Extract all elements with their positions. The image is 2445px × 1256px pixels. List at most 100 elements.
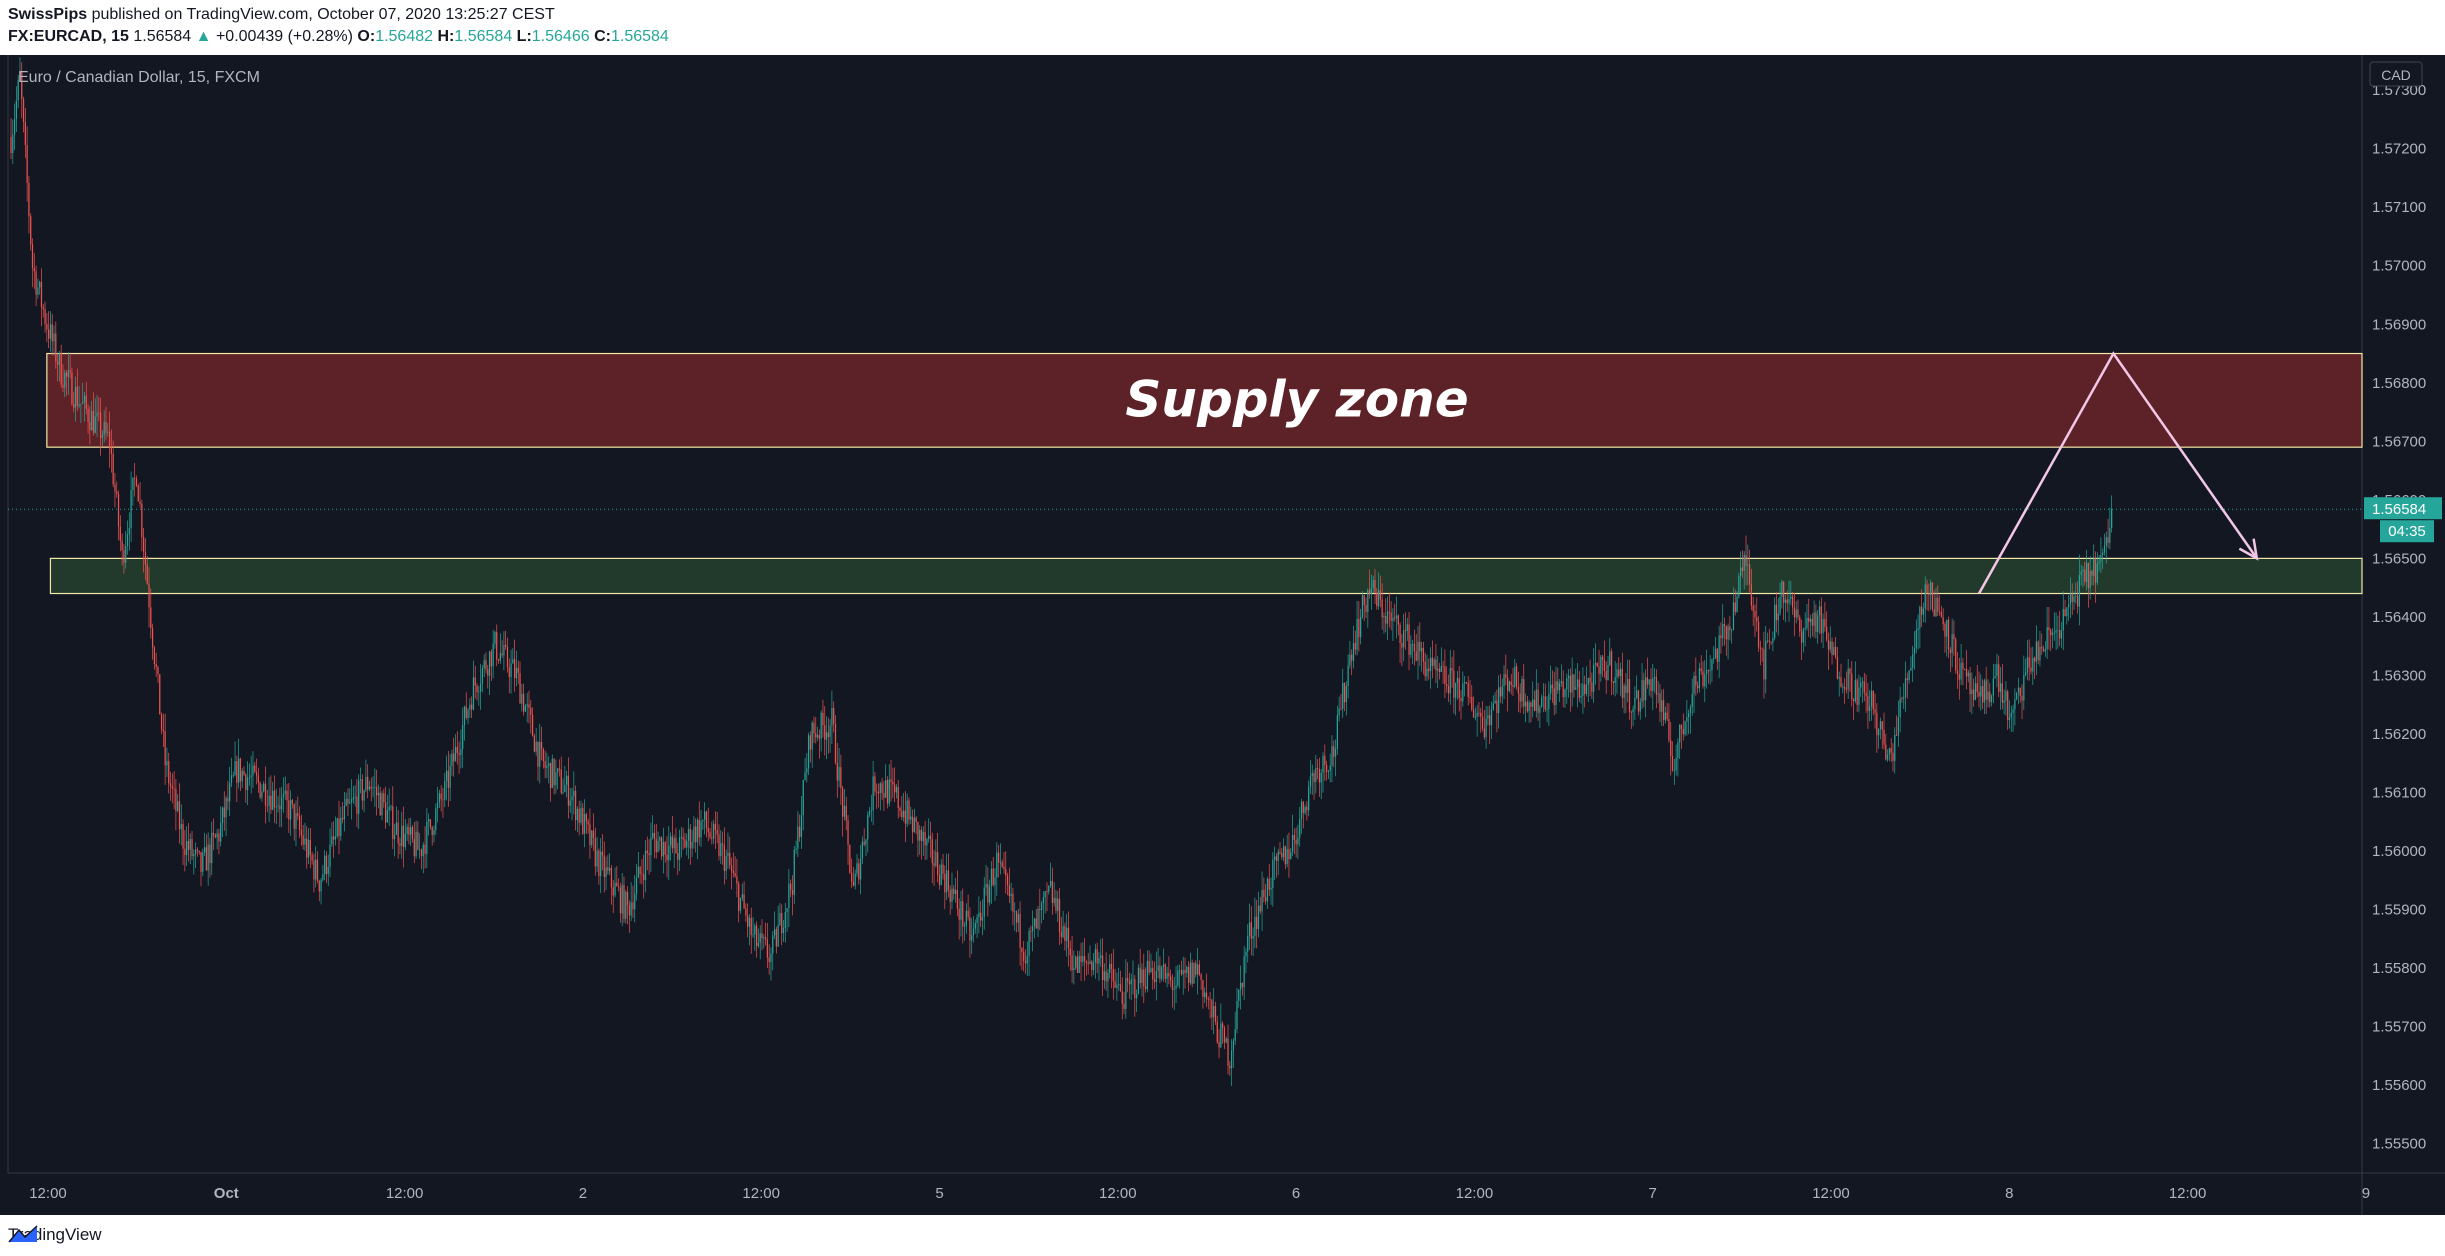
time-tick-label: 12:00 <box>1812 1185 1850 1202</box>
candle <box>659 837 661 842</box>
candle <box>1456 678 1459 684</box>
candle <box>2008 717 2011 720</box>
candle <box>716 830 718 835</box>
candle <box>1922 608 1925 615</box>
candle <box>1406 624 1408 631</box>
candle <box>1195 963 1197 975</box>
candle <box>1476 712 1478 717</box>
candle <box>1774 604 1776 639</box>
candle <box>341 817 344 820</box>
candle <box>1548 693 1550 710</box>
candle <box>1795 609 1797 618</box>
candle <box>2042 648 2045 652</box>
candle <box>2082 569 2084 572</box>
candle <box>743 894 745 909</box>
candle <box>108 431 111 448</box>
candle <box>990 868 993 887</box>
candle <box>942 864 944 874</box>
candle <box>899 807 901 811</box>
candle <box>583 814 586 834</box>
candle <box>1010 893 1012 897</box>
candle <box>2037 641 2039 661</box>
candle <box>1680 724 1683 729</box>
candle <box>1759 647 1761 649</box>
candle <box>669 836 672 846</box>
candle <box>1799 617 1801 632</box>
candle <box>920 829 923 842</box>
tradingview-brand[interactable]: TradingView <box>8 1225 102 1245</box>
candle <box>17 79 19 101</box>
candle <box>370 786 372 789</box>
candle <box>2062 609 2064 631</box>
candle <box>833 707 835 724</box>
candle <box>1679 724 1681 743</box>
candle <box>1275 856 1278 861</box>
candle <box>1575 687 1577 690</box>
candle <box>635 877 638 894</box>
candle <box>35 271 37 295</box>
candle <box>1876 712 1878 736</box>
candle <box>858 863 860 880</box>
publisher-name[interactable]: SwissPips <box>8 6 88 23</box>
candle <box>1485 718 1487 738</box>
price-axis[interactable]: 1.573001.572001.571001.570001.569001.568… <box>2364 82 2442 1153</box>
candle <box>770 953 772 963</box>
chart-area[interactable]: Supply zone 1.57300 1.57200 1.57100 1.57000… <box>0 55 2445 1215</box>
candle <box>207 844 209 871</box>
candle <box>913 817 915 833</box>
candle <box>363 790 365 801</box>
support-zone[interactable] <box>49 557 2363 595</box>
candle <box>1329 765 1331 771</box>
projection-path[interactable] <box>1977 351 2258 595</box>
candle <box>1714 648 1717 658</box>
candle <box>1937 597 1939 612</box>
candle <box>379 792 381 816</box>
candle <box>150 607 152 629</box>
candle <box>1867 695 1869 711</box>
candlestick-chart[interactable]: Supply zone 1.573001.572001.571001.57000… <box>0 55 2445 1215</box>
supply-zone[interactable] <box>46 352 2363 448</box>
candle <box>1214 1006 1217 1022</box>
candle <box>1496 700 1498 713</box>
candle <box>619 887 622 914</box>
candle <box>406 826 408 834</box>
candle <box>494 632 496 644</box>
candle <box>96 412 98 417</box>
high-value: 1.56584 <box>454 28 513 45</box>
supply-zone-label: Supply zone <box>1125 370 1468 428</box>
candle <box>1809 618 1812 622</box>
candle <box>1170 976 1172 981</box>
candle <box>198 850 200 853</box>
candle <box>666 854 668 861</box>
candle <box>600 851 602 877</box>
candle <box>225 797 227 818</box>
time-tick-label: 12:00 <box>1456 1185 1494 1202</box>
candle <box>1066 927 1068 942</box>
candle <box>1453 670 1455 698</box>
last-price-label: 1.56584 <box>2372 501 2426 518</box>
candle <box>1661 700 1663 712</box>
candle <box>1763 649 1765 680</box>
candle <box>2050 630 2052 636</box>
candle <box>1273 856 1276 860</box>
candle <box>759 933 761 943</box>
candle <box>1268 878 1270 890</box>
candle <box>1444 666 1446 684</box>
candle <box>1668 719 1670 741</box>
candle <box>1354 643 1356 650</box>
candle <box>2028 657 2030 668</box>
candle <box>1885 744 1887 760</box>
candle <box>1483 728 1485 738</box>
candle <box>1481 716 1484 729</box>
candle <box>517 667 519 674</box>
close-value: 1.56584 <box>610 28 669 45</box>
candle <box>1196 964 1199 975</box>
candle <box>15 100 18 120</box>
currency-badge[interactable] <box>2369 61 2423 87</box>
candle <box>985 884 987 888</box>
candle <box>2111 509 2113 528</box>
candle <box>1388 611 1390 613</box>
candle <box>1851 673 1853 700</box>
candle <box>1729 626 1731 631</box>
time-axis[interactable]: 12:00 Oct 12:00 2 12:00 5 12:00 6 12:00 7 12:00 8 12… <box>29 1185 2370 1202</box>
